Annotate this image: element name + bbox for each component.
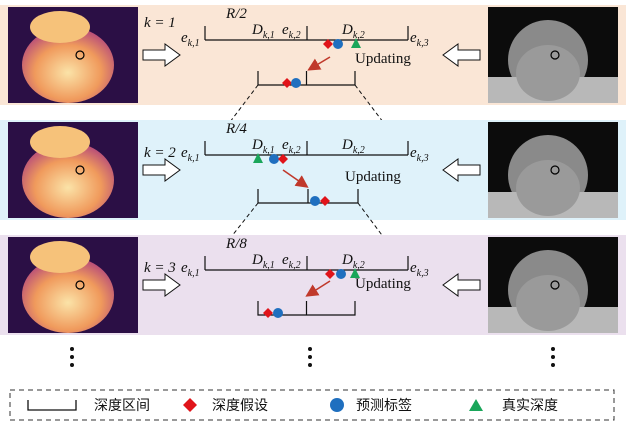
e2-label-sub: k,2 <box>289 30 301 41</box>
d1-label-sub: k,1 <box>263 30 275 41</box>
k-label: k = 2 <box>144 145 176 161</box>
legend-text: 真实深度 <box>502 398 558 414</box>
d2-label-base: D <box>341 252 353 268</box>
circle <box>333 39 343 49</box>
e2-label-sub: k,2 <box>289 145 301 156</box>
d2-label-sub: k,2 <box>353 30 365 41</box>
range-label: R/4 <box>225 121 247 137</box>
gt-blob <box>516 45 580 101</box>
d2-label-sub: k,2 <box>353 145 365 156</box>
legend-text: 深度区间 <box>94 398 150 414</box>
e3-label-sub: k,3 <box>417 38 429 49</box>
e3-label-sub: k,3 <box>417 153 429 164</box>
depth-blob <box>30 241 90 273</box>
d1-label-sub: k,1 <box>263 260 275 271</box>
d2-label-base: D <box>341 137 353 153</box>
legend-interval-icon <box>28 400 76 410</box>
updating-label: Updating <box>355 276 411 292</box>
k-label: k = 1 <box>144 15 176 31</box>
legend-diamond <box>183 398 197 412</box>
d1-label-base: D <box>251 137 263 153</box>
legend-text: 深度假设 <box>212 398 268 414</box>
d1-label-base: D <box>251 252 263 268</box>
legend-text: 预测标签 <box>356 397 412 414</box>
circle <box>336 269 346 279</box>
ellipsis <box>70 347 555 367</box>
updating-label: Updating <box>345 169 401 185</box>
circle <box>291 78 301 88</box>
e1-label-sub: k,1 <box>188 268 200 279</box>
range-label: R/8 <box>225 236 247 252</box>
d1-label-base: D <box>251 22 263 38</box>
updating-label: Updating <box>355 51 411 67</box>
e1-label-sub: k,1 <box>188 38 200 49</box>
legend-triangle <box>469 399 483 411</box>
gt-blob <box>516 160 580 216</box>
circle <box>273 308 283 318</box>
e3-label-sub: k,3 <box>417 268 429 279</box>
figure: k = 1ek,1R/2Dk,1ek,2Dk,2ek,3Updatingk = … <box>0 0 626 422</box>
depth-blob <box>30 11 90 43</box>
k-label: k = 3 <box>144 260 176 276</box>
circle <box>310 196 320 206</box>
depth-blob <box>30 126 90 158</box>
range-label: R/2 <box>225 6 247 22</box>
d2-label-base: D <box>341 22 353 38</box>
gt-blob <box>516 275 580 331</box>
e2-label-sub: k,2 <box>289 260 301 271</box>
legend: 深度区间 深度假设 预测标签 真实深度 <box>10 390 614 420</box>
e1-label-sub: k,1 <box>188 153 200 164</box>
legend-circle <box>330 398 344 412</box>
circle <box>269 154 279 164</box>
